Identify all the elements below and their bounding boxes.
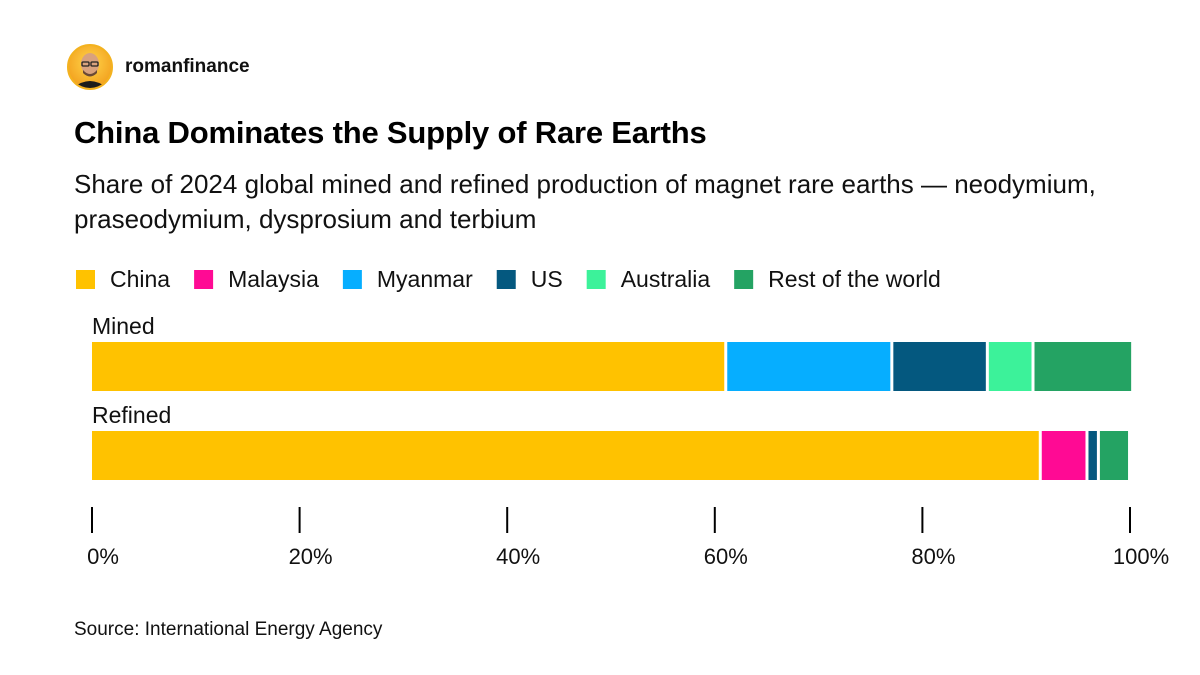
category-label-refined: Refined (92, 402, 171, 428)
x-tick-label: 60% (704, 544, 748, 569)
brand-handle[interactable]: romanfinance (125, 56, 250, 77)
legend-label-china: China (110, 266, 170, 292)
legend-label-australia: Australia (621, 266, 711, 292)
bar-refined-rest-of-the-world (1099, 431, 1129, 480)
bar-mined-china (92, 342, 725, 391)
chart-subtitle: Share of 2024 global mined and refined p… (74, 169, 1096, 234)
bar-refined-us (1088, 431, 1097, 480)
bar-mined-us (893, 342, 986, 391)
x-tick-label: 100% (1113, 544, 1169, 569)
bar-mined-rest-of-the-world (1034, 342, 1132, 391)
avatar[interactable] (67, 44, 113, 90)
legend-label-myanmar: Myanmar (377, 266, 473, 292)
chart-title: China Dominates the Supply of Rare Earth… (74, 115, 707, 150)
x-tick-label: 80% (911, 544, 955, 569)
bar-refined-china (92, 431, 1039, 480)
legend-swatch-australia (586, 270, 606, 289)
category-label-mined: Mined (92, 313, 155, 339)
legend-swatch-china (76, 270, 95, 289)
legend-label-us: US (531, 266, 563, 292)
x-tick-label: 0% (87, 544, 119, 569)
bar-mined-myanmar (727, 342, 891, 391)
source-note: Source: International Energy Agency (74, 619, 383, 640)
legend-swatch-rest-of-the-world (734, 270, 754, 289)
legend-label-rest-of-the-world: Rest of the world (768, 266, 941, 292)
bar-refined-malaysia (1041, 431, 1086, 480)
legend-swatch-us (496, 270, 516, 289)
brand: romanfinance (67, 44, 250, 90)
x-tick-label: 40% (496, 544, 540, 569)
profile-photo-icon (73, 53, 107, 88)
x-tick-label: 20% (289, 544, 333, 569)
legend-swatch-myanmar (342, 270, 362, 289)
legend-swatch-malaysia (194, 270, 214, 289)
legend-label-malaysia: Malaysia (228, 266, 319, 292)
bar-mined-australia (988, 342, 1032, 391)
stacked-bar-chart: China Malaysia Myanmar US Australia Rest of t… (76, 266, 1169, 569)
